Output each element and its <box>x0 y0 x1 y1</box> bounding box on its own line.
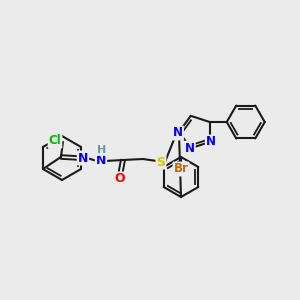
Text: O: O <box>115 172 125 185</box>
Text: N: N <box>185 142 195 155</box>
Text: Cl: Cl <box>49 134 62 148</box>
Text: N: N <box>78 152 88 164</box>
Text: S: S <box>156 155 165 169</box>
Text: N: N <box>96 154 106 167</box>
Text: Br: Br <box>174 163 188 176</box>
Text: N: N <box>173 127 183 140</box>
Text: N: N <box>206 136 216 148</box>
Text: H: H <box>97 145 106 155</box>
